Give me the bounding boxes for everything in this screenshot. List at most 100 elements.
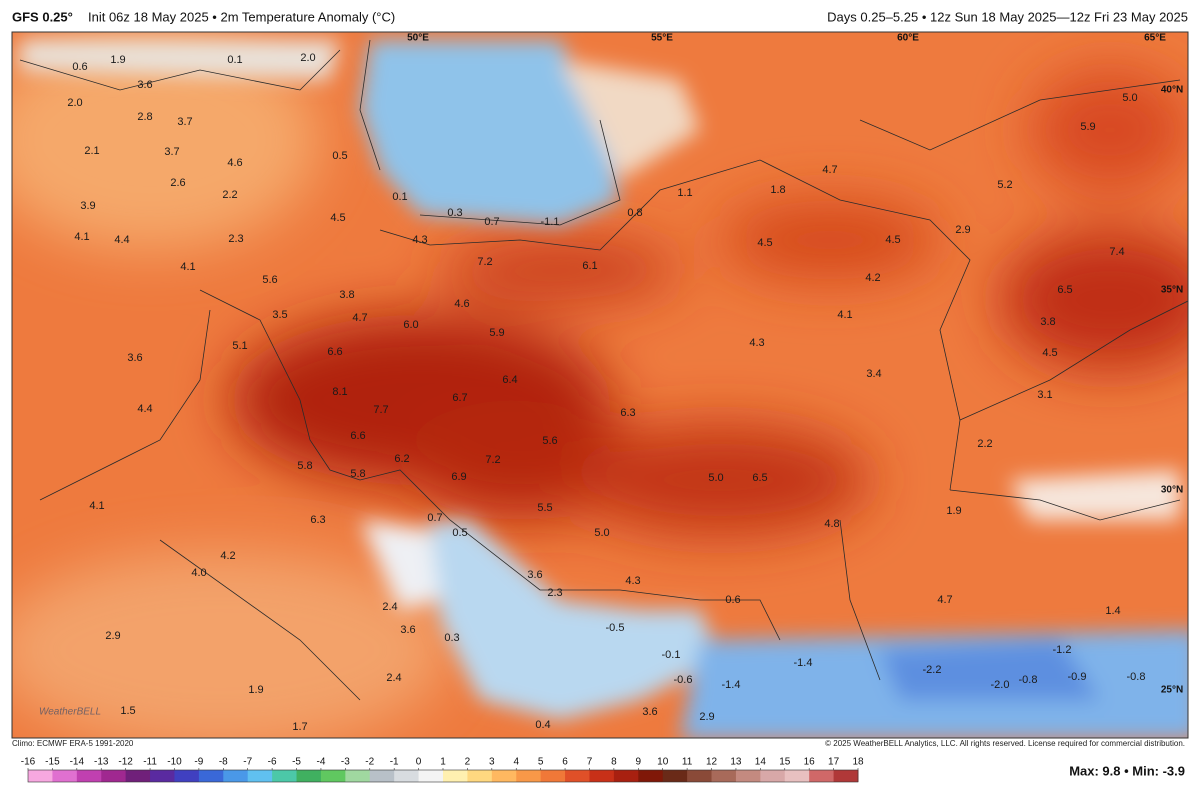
anomaly-label: 0.8 — [627, 207, 642, 219]
anomaly-label: 2.3 — [547, 587, 562, 599]
anomaly-label: 0.5 — [452, 527, 467, 539]
anomaly-label: 4.4 — [137, 403, 152, 415]
colorbar-tick-label: 12 — [706, 757, 718, 768]
colorbar-swatch — [735, 770, 761, 782]
anomaly-label: 4.2 — [865, 272, 880, 284]
anomaly-label: 0.4 — [535, 719, 550, 731]
anomaly-label: -2.2 — [923, 664, 942, 676]
anomaly-label: 5.5 — [537, 502, 552, 514]
anomaly-label: 0.1 — [227, 54, 242, 66]
anomaly-field — [12, 32, 1188, 738]
anomaly-label: 6.6 — [350, 430, 365, 442]
anomaly-label: 4.1 — [837, 309, 852, 321]
anomaly-label: 5.8 — [297, 460, 312, 472]
anomaly-label: 1.1 — [677, 187, 692, 199]
anomaly-label: -2.0 — [991, 679, 1010, 691]
anomaly-label: 3.6 — [642, 706, 657, 718]
anomaly-label: 4.5 — [1042, 347, 1057, 359]
anomaly-label: 2.8 — [137, 111, 152, 123]
colorbar-tick-label: -2 — [365, 757, 374, 768]
colorbar-tick-label: -15 — [45, 757, 60, 768]
colorbar-swatch — [76, 770, 102, 782]
anomaly-label: 2.4 — [382, 601, 397, 613]
colorbar-swatch — [150, 770, 175, 782]
map-frame — [11, 31, 1189, 739]
colorbar-swatch — [52, 770, 78, 782]
anomaly-label: 4.2 — [220, 550, 235, 562]
anomaly-label: 6.4 — [502, 374, 517, 386]
anomaly-label: -1.4 — [794, 657, 813, 669]
anomaly-label: 4.6 — [227, 157, 242, 169]
anomaly-label: 4.3 — [625, 575, 640, 587]
colorbar-tick-label: 1 — [440, 757, 446, 768]
map-labels: 0.6 1.9 3.6 0.1 2.0 2.0 2.8 3.7 2.1 4.6 3.7 2.6 2.2 0… — [67, 52, 1145, 733]
anomaly-label: 5.9 — [1080, 121, 1095, 133]
colorbar-tick-label: 18 — [852, 757, 864, 768]
anomaly-label: 0.7 — [427, 512, 442, 524]
colorbar-tick-label: -3 — [341, 757, 350, 768]
colorbar-tick-label: 2 — [465, 757, 471, 768]
anomaly-label: 6.5 — [1057, 284, 1072, 296]
colorbar-swatch — [345, 770, 371, 782]
anomaly-label: 6.0 — [403, 319, 418, 331]
colorbar-tick-label: -13 — [94, 757, 109, 768]
anomaly-label: 2.2 — [977, 438, 992, 450]
colorbar-swatch — [198, 770, 224, 782]
anomaly-label: 6.7 — [452, 392, 467, 404]
colorbar-tick-label: 15 — [779, 757, 791, 768]
anomaly-label: 4.1 — [180, 261, 195, 273]
anomaly-label: 1.7 — [292, 721, 307, 733]
anomaly-label: 0.7 — [484, 216, 499, 228]
anomaly-label: 3.8 — [339, 289, 354, 301]
anomaly-label: 2.1 — [84, 145, 99, 157]
colorbar-swatch — [223, 770, 249, 782]
anomaly-label: 4.8 — [824, 518, 839, 530]
anomaly-label: 3.4 — [866, 368, 881, 380]
anomaly-label: -1.4 — [722, 679, 741, 691]
anomaly-label: 3.6 — [137, 79, 152, 91]
anomaly-label: 2.9 — [105, 630, 120, 642]
colorbar-tick-label: -8 — [219, 757, 228, 768]
colorbar-swatch — [101, 770, 127, 782]
anomaly-label: 4.4 — [114, 234, 129, 246]
colorbar-swatch — [833, 770, 859, 782]
anomaly-label: 2.6 — [170, 177, 185, 189]
anomaly-label: 3.5 — [272, 309, 287, 321]
anomaly-label: 6.9 — [451, 471, 466, 483]
anomaly-label: 3.6 — [400, 624, 415, 636]
anomaly-label: 2.9 — [699, 711, 714, 723]
anomaly-label: 4.3 — [749, 337, 764, 349]
anomaly-label: 1.5 — [120, 705, 135, 717]
anomaly-label: 6.3 — [620, 407, 635, 419]
anomaly-label: 5.8 — [350, 468, 365, 480]
colorbar-tick-label: -16 — [21, 757, 36, 768]
anomaly-label: -0.8 — [1127, 671, 1146, 683]
anomaly-label: 7.7 — [373, 404, 388, 416]
colorbar-tick-label: 10 — [657, 757, 669, 768]
colorbar-tick-label: -9 — [194, 757, 203, 768]
anomaly-label: 2.0 — [67, 97, 82, 109]
anomaly-label: 7.4 — [1109, 246, 1124, 258]
anomaly-label: 5.0 — [708, 472, 723, 484]
colorbar-tick-label: 17 — [828, 757, 840, 768]
map — [12, 32, 1188, 738]
logo: WeatherBELL — [39, 707, 101, 718]
colorbar-tick-label: -7 — [243, 757, 252, 768]
colorbar-swatch — [809, 770, 835, 782]
colorbar-swatch — [784, 770, 810, 782]
anomaly-label: 0.1 — [392, 191, 407, 203]
anomaly-label: 3.8 — [1040, 316, 1055, 328]
graticule-label: 55°E — [651, 33, 673, 44]
colorbar-tick-label: 0 — [416, 757, 422, 768]
colorbar-tick-label: -11 — [143, 757, 157, 768]
colorbar-swatch — [296, 770, 322, 782]
colorbar: -16 -15 -14 -13 -12 -11 -10 -9 -8 -7 -6 -5 -4 -3 -2 -1 0… — [21, 757, 864, 783]
anomaly-label: 2.0 — [300, 52, 315, 64]
colorbar-swatch — [28, 770, 53, 782]
anomaly-label: 2.3 — [228, 233, 243, 245]
graticule-label: 40°N — [1161, 85, 1183, 96]
colorbar-tick-label: -14 — [70, 757, 85, 768]
colorbar-swatch — [638, 770, 664, 782]
anomaly-label: 3.6 — [127, 352, 142, 364]
